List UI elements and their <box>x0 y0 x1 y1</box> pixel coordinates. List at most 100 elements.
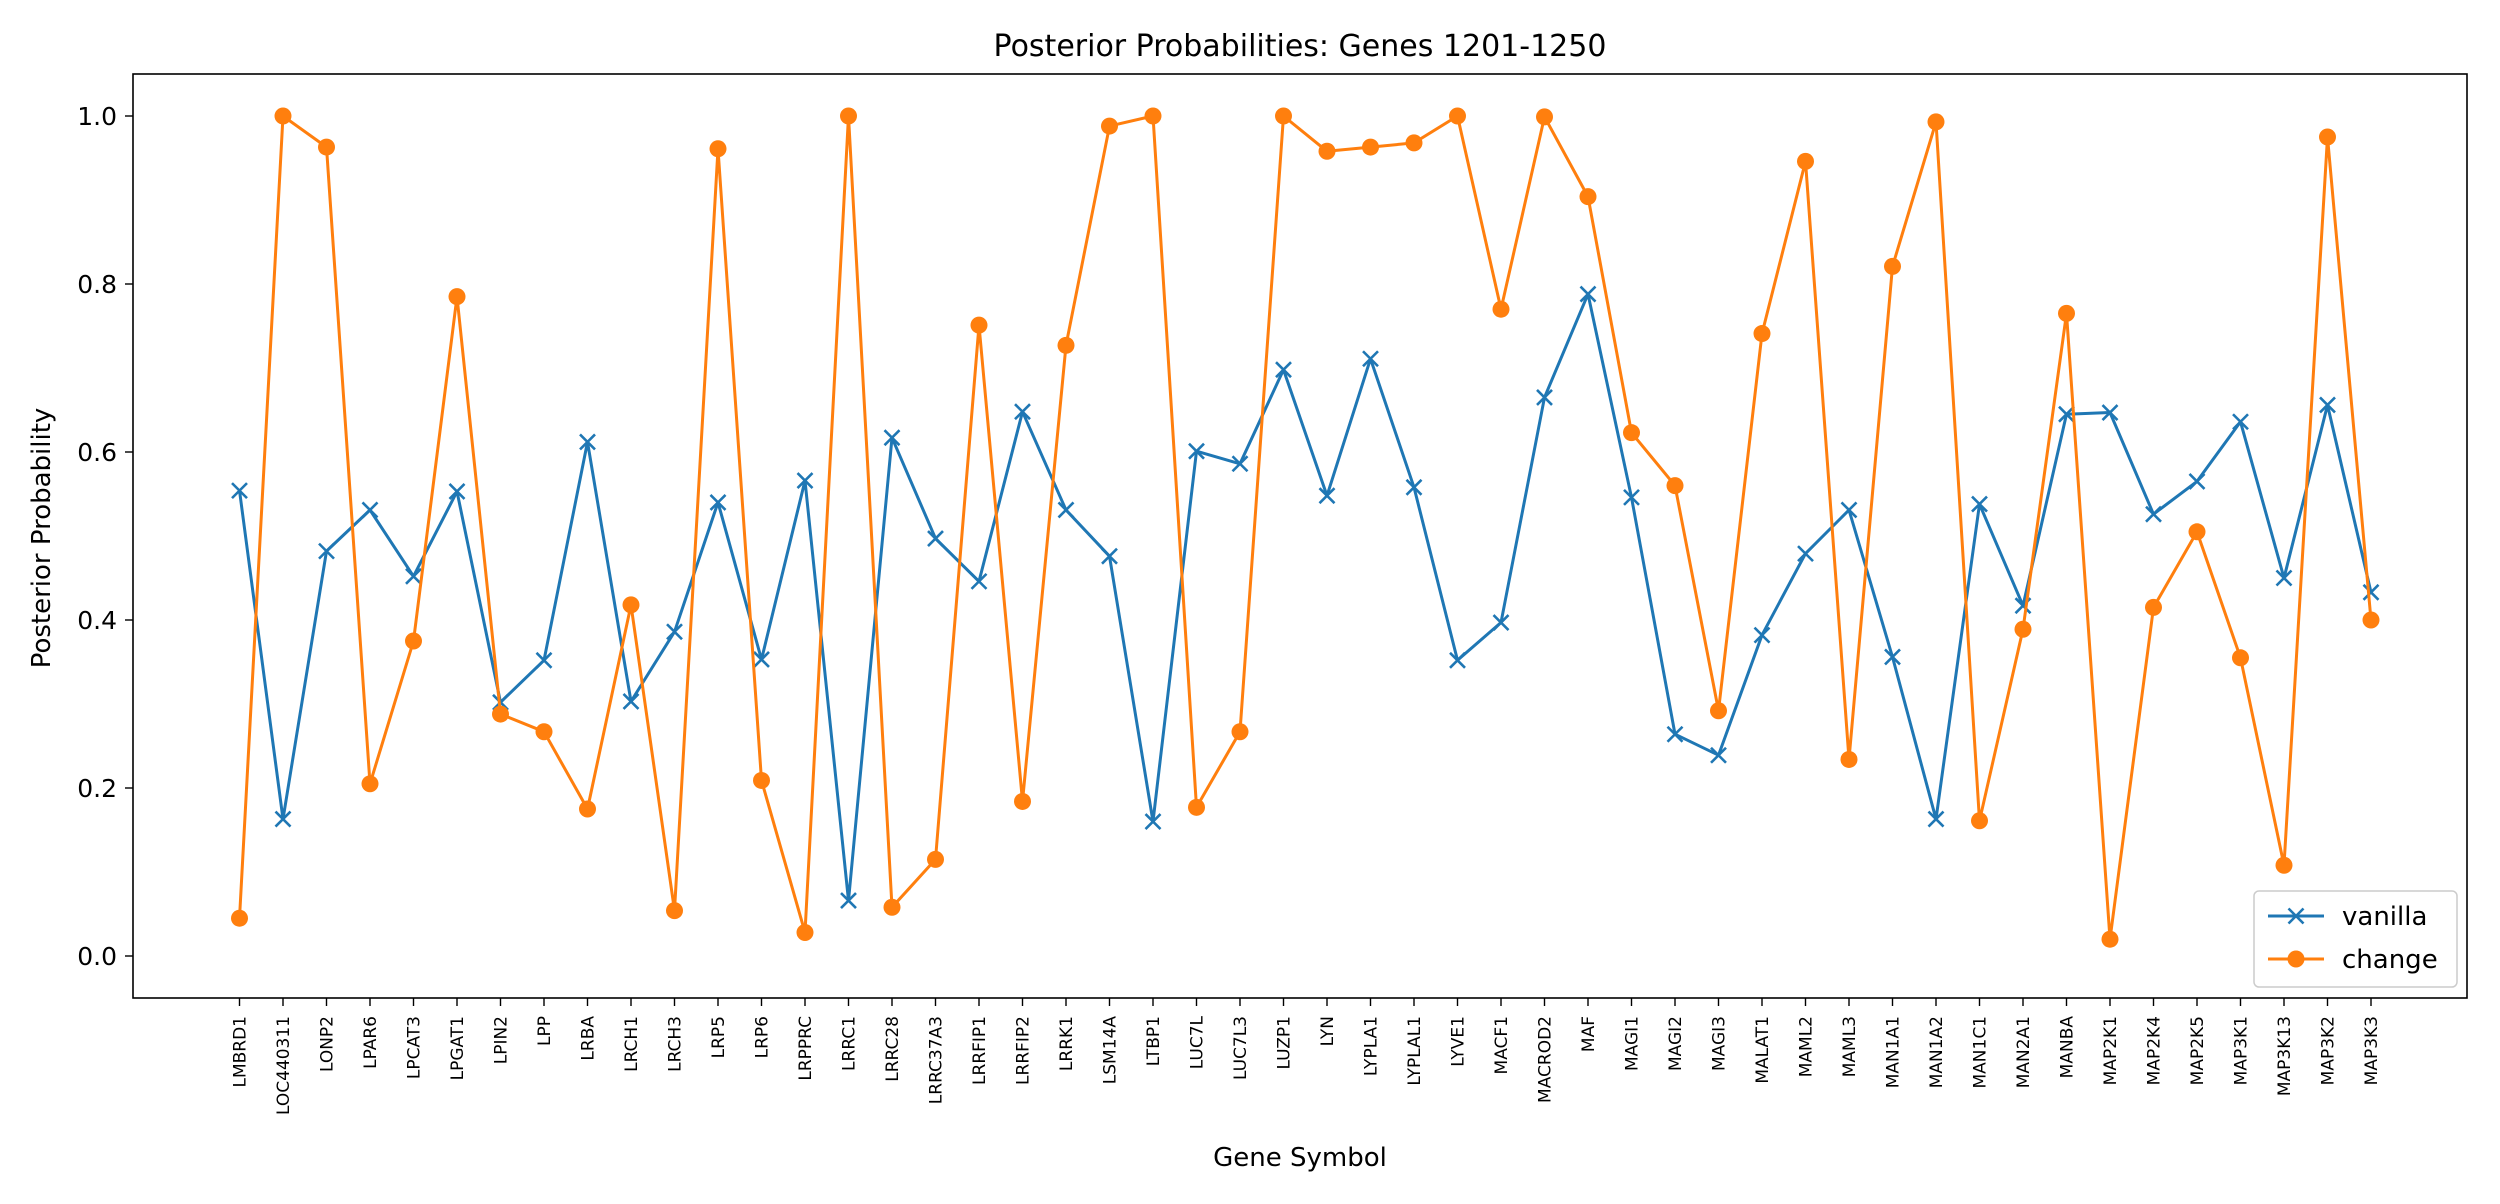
data-point-vanilla <box>1188 442 1205 460</box>
data-point-change <box>1927 113 1945 131</box>
data-point-vanilla <box>1884 648 1901 666</box>
x-tick-label: MALAT1 <box>1753 1016 1773 1084</box>
x-tick-label: MAP3K13 <box>2275 1016 2295 1096</box>
data-point-change <box>970 316 988 334</box>
data-point-change <box>622 596 640 614</box>
x-tick-label: LUC7L <box>1188 1015 1208 1069</box>
data-point-change <box>1318 142 1336 160</box>
data-point-vanilla <box>927 530 944 547</box>
x-tick-label: LPCAT3 <box>405 1016 425 1079</box>
plot-area <box>231 107 2380 948</box>
x-tick-label: MAP3K1 <box>2232 1016 2252 1085</box>
x-tick-label: MACROD2 <box>1536 1016 1556 1103</box>
x-tick-label: LRRFIP1 <box>970 1016 990 1085</box>
data-point-change <box>2275 856 2293 874</box>
data-point-vanilla <box>622 693 640 710</box>
data-point-change <box>1405 134 1423 152</box>
x-tick-label: MAN1C1 <box>1971 1016 1991 1089</box>
data-point-vanilla <box>1449 651 1466 669</box>
data-point-change <box>1144 107 1162 125</box>
x-tick-label: LYPLAL1 <box>1405 1016 1425 1086</box>
data-point-change <box>579 800 596 818</box>
chart-title: Posterior Probabilities: Genes 1201-1250 <box>994 29 1607 64</box>
data-point-vanilla <box>2145 505 2162 523</box>
data-point-change <box>1492 300 1510 318</box>
data-point-vanilla <box>1231 455 1249 473</box>
x-tick-label: MAP2K1 <box>2101 1016 2121 1085</box>
data-point-change <box>666 902 683 920</box>
data-point-vanilla <box>1362 350 1379 368</box>
x-tick-label: MAP2K4 <box>2145 1016 2165 1085</box>
data-point-change <box>2145 598 2162 616</box>
data-point-change <box>2319 128 2336 146</box>
x-tick-label: LTBP1 <box>1144 1016 1164 1066</box>
x-tick-label: MAP2K5 <box>2188 1016 2208 1085</box>
data-point-vanilla <box>1536 388 1553 406</box>
x-tick-label: LRRC37A3 <box>927 1016 947 1104</box>
data-point-change <box>1188 798 1205 816</box>
data-point-change <box>535 723 553 741</box>
data-point-change <box>1840 750 1858 768</box>
data-point-vanilla <box>1318 487 1336 505</box>
x-tick-label: LRRC28 <box>883 1016 903 1082</box>
data-point-change <box>231 909 248 927</box>
data-point-vanilla <box>1101 547 1118 565</box>
y-tick-label: 0.4 <box>77 606 117 635</box>
data-point-vanilla <box>2275 569 2293 587</box>
x-tick-label: MANBA <box>2058 1016 2078 1079</box>
data-point-vanilla <box>1492 614 1510 631</box>
data-point-change <box>361 775 379 793</box>
y-tick-label: 0.8 <box>77 270 117 299</box>
data-point-change <box>1579 188 1597 206</box>
data-point-vanilla <box>1405 478 1423 496</box>
x-tick-label: LOC440311 <box>274 1016 294 1115</box>
x-tick-label: MAGI1 <box>1623 1016 1643 1071</box>
x-tick-label: LRBA <box>579 1016 599 1061</box>
x-tick-label: MAGI2 <box>1666 1016 1686 1071</box>
legend-label-vanilla: vanilla <box>2342 902 2427 932</box>
data-point-vanilla <box>1275 361 1292 379</box>
data-point-change <box>274 107 292 125</box>
data-point-vanilla <box>2232 413 2249 431</box>
data-point-vanilla <box>361 501 379 519</box>
data-point-vanilla <box>1840 501 1858 519</box>
data-point-change <box>1666 477 1684 495</box>
y-tick-label: 0.0 <box>77 942 117 971</box>
x-tick-label: MAN1A2 <box>1927 1016 1947 1088</box>
data-point-vanilla <box>666 623 683 641</box>
x-tick-label: LRCH1 <box>622 1016 642 1072</box>
x-tick-label: MAML3 <box>1840 1016 1860 1077</box>
data-point-vanilla <box>579 433 596 451</box>
x-tick-label: LRP5 <box>709 1016 729 1058</box>
data-point-vanilla <box>1014 403 1031 421</box>
data-point-change <box>1101 117 1118 135</box>
data-point-vanilla <box>535 651 553 669</box>
data-point-change <box>1362 138 1379 156</box>
data-point-vanilla <box>1927 810 1945 828</box>
data-point-vanilla <box>753 651 770 668</box>
data-point-change <box>405 632 422 650</box>
x-tick-label: MAP3K3 <box>2362 1016 2382 1085</box>
data-point-change <box>1536 108 1553 126</box>
x-tick-label: LYN <box>1318 1016 1338 1046</box>
data-point-change <box>1275 107 1292 125</box>
x-tick-label: LRRFIP2 <box>1014 1016 1034 1085</box>
x-tick-label: LRP6 <box>753 1016 773 1058</box>
x-tick-label: MAN2A1 <box>2014 1016 2034 1088</box>
data-point-change <box>2188 523 2206 541</box>
data-point-vanilla <box>2188 472 2206 490</box>
data-point-change <box>709 140 727 158</box>
x-tick-label: LPGAT1 <box>448 1016 468 1080</box>
data-point-change <box>840 107 857 125</box>
y-tick-label: 1.0 <box>77 102 117 131</box>
data-point-change <box>2362 611 2380 629</box>
x-tick-label: LRRK1 <box>1057 1016 1077 1071</box>
data-point-vanilla <box>796 472 814 489</box>
series-line-vanilla <box>238 292 2373 903</box>
plot-frame <box>132 73 2468 999</box>
data-point-vanilla <box>1710 746 1727 764</box>
data-point-change <box>796 923 814 941</box>
x-tick-label: LONP2 <box>318 1016 338 1072</box>
